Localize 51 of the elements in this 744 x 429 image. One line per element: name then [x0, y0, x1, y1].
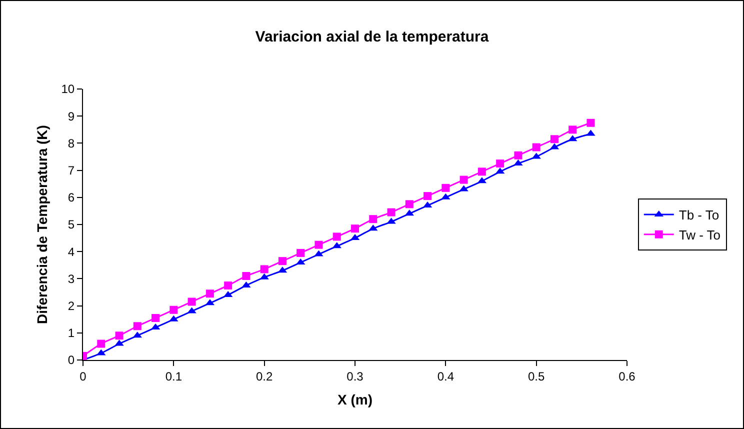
- y-tick-label: 2: [68, 299, 75, 313]
- legend-label: Tb - To: [678, 208, 720, 223]
- y-tick-label: 9: [68, 109, 75, 124]
- y-axis-title: Diferencia de Temperatura (K): [34, 125, 50, 324]
- x-tick-label: 0: [80, 369, 87, 384]
- point: [568, 126, 577, 134]
- point: [296, 248, 305, 257]
- point: [260, 265, 268, 274]
- y-tick-label: 0: [68, 353, 75, 368]
- y-tick-label: 10: [61, 82, 75, 96]
- x-tick-label: 0.5: [528, 369, 545, 384]
- point: [351, 224, 359, 233]
- point: [152, 314, 160, 322]
- x-tick-label: 0.2: [256, 369, 273, 384]
- chart-title: Variacion axial de la temperatura: [255, 28, 490, 46]
- point: [478, 168, 486, 176]
- y-tick-label: 3: [68, 272, 75, 286]
- x-tick-label: 0.3: [346, 369, 364, 384]
- point: [224, 281, 232, 290]
- point: [278, 257, 286, 266]
- point: [405, 200, 414, 208]
- y-tick-label: 6: [68, 190, 75, 205]
- point: [97, 340, 106, 348]
- point: [314, 240, 323, 249]
- point: [242, 272, 250, 280]
- point: [442, 184, 450, 192]
- point: [586, 118, 595, 127]
- y-tick-label: 4: [68, 244, 75, 259]
- point: [188, 298, 196, 306]
- point: [115, 332, 124, 340]
- x-tick-label: 0.4: [437, 369, 454, 384]
- point: [460, 176, 468, 184]
- point: [387, 208, 396, 216]
- point: [514, 151, 522, 160]
- x-axis-title: X (m): [338, 392, 372, 408]
- point: [550, 135, 558, 144]
- point: [170, 306, 178, 314]
- y-tick-label: 1: [68, 326, 75, 340]
- point: [206, 290, 214, 298]
- legend-label: Tw - To: [678, 227, 721, 242]
- y-tick-label: 5: [68, 218, 75, 232]
- point: [369, 215, 378, 224]
- x-tick-label: 0.1: [165, 369, 182, 384]
- x-tick-label: 0.6: [618, 369, 636, 384]
- y-tick-label: 7: [68, 164, 75, 178]
- point: [332, 232, 341, 241]
- point: [133, 322, 142, 330]
- point: [424, 192, 432, 200]
- y-tick-label: 8: [68, 136, 75, 150]
- point: [496, 160, 504, 168]
- point: [532, 143, 540, 152]
